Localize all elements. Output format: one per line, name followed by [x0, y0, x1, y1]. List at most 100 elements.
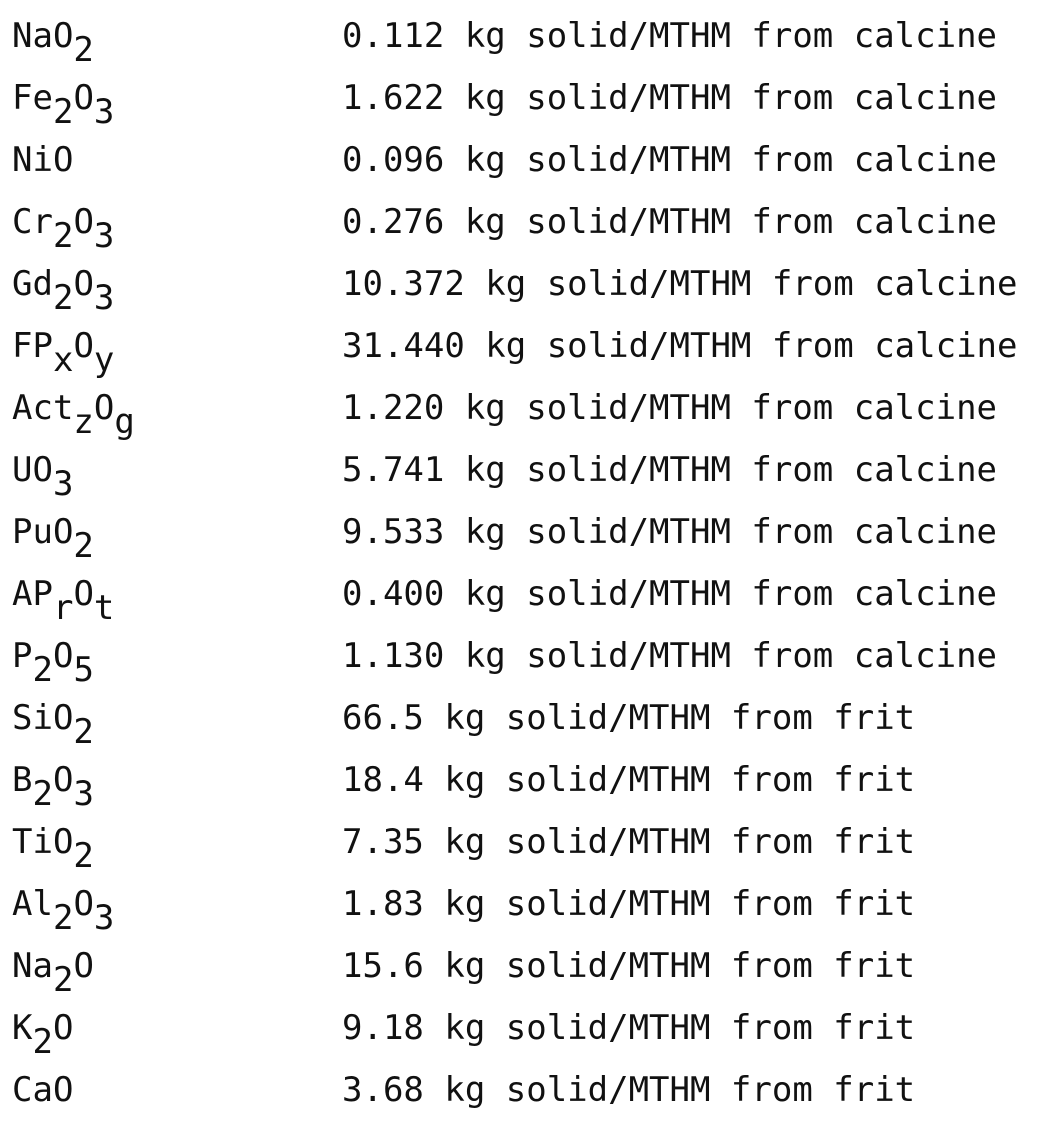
row: CaO 3.68 kg solid/MTHM from frit	[0, 1070, 1041, 1132]
description: 1.130 kg solid/MTHM from calcine	[342, 636, 998, 676]
formula-part: O	[73, 574, 94, 614]
subscript: 3	[93, 278, 115, 318]
row: PuO2 9.533 kg solid/MTHM from calcine	[0, 512, 1041, 574]
subscript: g	[114, 402, 135, 442]
subscript: 2	[52, 216, 74, 256]
formula-part: AP	[12, 574, 53, 614]
description: 3.68 kg solid/MTHM from frit	[342, 1070, 916, 1110]
formula: B2O3	[12, 760, 94, 814]
subscript: z	[73, 402, 94, 442]
row: NaO2 0.112 kg solid/MTHM from calcine	[0, 16, 1041, 78]
description: 9.533 kg solid/MTHM from calcine	[342, 512, 998, 552]
formula-part: B	[12, 760, 33, 800]
formula: FPxOy	[12, 326, 114, 380]
subscript: 2	[52, 278, 74, 318]
formula-part: UO	[12, 450, 53, 490]
description: 1.622 kg solid/MTHM from calcine	[342, 78, 998, 118]
formula-part: Fe	[12, 78, 53, 118]
description: 10.372 kg solid/MTHM from calcine	[342, 264, 1018, 304]
formula: K2O	[12, 1008, 74, 1062]
formula: Fe2O3	[12, 78, 114, 132]
formula: Gd2O3	[12, 264, 114, 318]
formula-part: O	[52, 760, 74, 800]
subscript: 3	[93, 92, 115, 132]
formula-part: CaO	[12, 1070, 74, 1110]
formula-part: Cr	[12, 202, 53, 242]
subscript: 2	[52, 898, 74, 938]
row: Na2O 15.6 kg solid/MTHM from frit	[0, 946, 1041, 1008]
formula-part: NaO	[12, 16, 74, 56]
subscript: 3	[73, 774, 94, 814]
description: 0.096 kg solid/MTHM from calcine	[342, 140, 998, 180]
formula-part: Al	[12, 884, 53, 924]
subscript: 2	[73, 30, 94, 70]
formula-part: O	[73, 78, 94, 118]
formula-part: O	[73, 264, 94, 304]
formula-part: O	[73, 326, 94, 366]
subscript: 5	[73, 650, 94, 690]
row: FPxOy 31.440 kg solid/MTHM from calcine	[0, 326, 1041, 388]
formula: ActzOg	[12, 388, 135, 442]
subscript: y	[93, 340, 115, 380]
description: 0.276 kg solid/MTHM from calcine	[342, 202, 998, 242]
formula-part: O	[52, 1008, 74, 1048]
description: 1.83 kg solid/MTHM from frit	[342, 884, 916, 924]
subscript: 2	[52, 960, 74, 1000]
subscript: 2	[32, 650, 53, 690]
row: K2O 9.18 kg solid/MTHM from frit	[0, 1008, 1041, 1070]
formula-part: K	[12, 1008, 33, 1048]
subscript: 2	[32, 1022, 53, 1062]
formula-part: O	[73, 884, 94, 924]
formula: Cr2O3	[12, 202, 114, 256]
subscript: 2	[32, 774, 53, 814]
formula-part: O	[93, 388, 115, 428]
row: Fe2O3 1.622 kg solid/MTHM from calcine	[0, 78, 1041, 140]
formula-part: O	[73, 946, 94, 986]
row: P2O5 1.130 kg solid/MTHM from calcine	[0, 636, 1041, 698]
subscript: 2	[73, 526, 94, 566]
formula: NaO2	[12, 16, 94, 70]
formula: P2O5	[12, 636, 94, 690]
row: SiO2 66.5 kg solid/MTHM from frit	[0, 698, 1041, 760]
formula: TiO2	[12, 822, 94, 876]
row: Cr2O3 0.276 kg solid/MTHM from calcine	[0, 202, 1041, 264]
formula: SiO2	[12, 698, 94, 752]
description: 31.440 kg solid/MTHM from calcine	[342, 326, 1018, 366]
formula: UO3	[12, 450, 73, 504]
subscript: r	[52, 588, 74, 628]
formula-part: Gd	[12, 264, 53, 304]
subscript: 3	[52, 464, 74, 504]
subscript: 3	[93, 216, 115, 256]
description: 9.18 kg solid/MTHM from frit	[342, 1008, 916, 1048]
row: APrOt 0.400 kg solid/MTHM from calcine	[0, 574, 1041, 636]
subscript: t	[93, 588, 115, 628]
row: ActzOg 1.220 kg solid/MTHM from calcine	[0, 388, 1041, 450]
description: 15.6 kg solid/MTHM from frit	[342, 946, 916, 986]
subscript: 2	[73, 712, 94, 752]
formula-part: FP	[12, 326, 53, 366]
formula-part: Na	[12, 946, 53, 986]
formula: Na2O	[12, 946, 94, 1000]
formula-part: SiO	[12, 698, 74, 738]
formula: NiO	[12, 140, 73, 180]
description: 5.741 kg solid/MTHM from calcine	[342, 450, 998, 490]
description: 66.5 kg solid/MTHM from frit	[342, 698, 916, 738]
formula-part: P	[12, 636, 33, 676]
formula-part: O	[73, 202, 94, 242]
formula-part: NiO	[12, 140, 74, 180]
subscript: 2	[73, 836, 94, 876]
description: 18.4 kg solid/MTHM from frit	[342, 760, 916, 800]
formula: Al2O3	[12, 884, 114, 938]
formula-part: O	[52, 636, 74, 676]
description: 7.35 kg solid/MTHM from frit	[342, 822, 916, 862]
formula-part: TiO	[12, 822, 74, 862]
formula-part: PuO	[12, 512, 74, 552]
description: 0.400 kg solid/MTHM from calcine	[342, 574, 998, 614]
description: 0.112 kg solid/MTHM from calcine	[342, 16, 998, 56]
subscript: x	[52, 340, 74, 380]
formula-part: Act	[12, 388, 74, 428]
formula: PuO2	[12, 512, 94, 566]
row: Gd2O3 10.372 kg solid/MTHM from calcine	[0, 264, 1041, 326]
formula: APrOt	[12, 574, 114, 628]
